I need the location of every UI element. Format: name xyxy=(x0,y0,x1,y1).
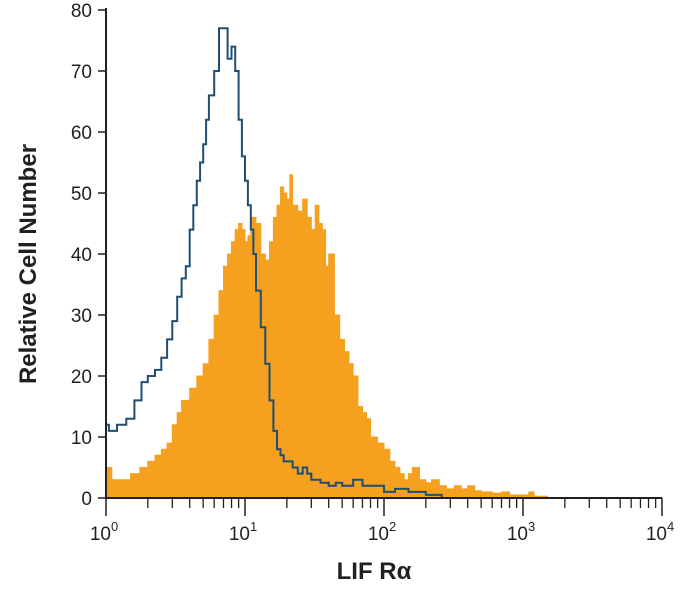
y-axis-title: Relative Cell Number xyxy=(15,144,42,384)
y-tick-label: 70 xyxy=(71,62,92,83)
series-filled-histogram xyxy=(105,174,548,499)
y-tick-label: 40 xyxy=(71,245,92,266)
y-tick-label: 30 xyxy=(71,306,92,327)
x-tick-label: 103 xyxy=(507,519,535,545)
x-tick-label: 104 xyxy=(646,519,674,545)
x-tick-label: 101 xyxy=(229,519,257,545)
y-tick-label: 50 xyxy=(71,184,92,205)
x-tick-label: 102 xyxy=(368,519,396,545)
y-tick-label: 20 xyxy=(71,367,92,388)
y-tick-label: 10 xyxy=(71,428,92,449)
series-outline-histogram xyxy=(105,27,443,498)
x-tick-label: 100 xyxy=(90,519,118,545)
y-tick-label: 0 xyxy=(81,489,92,510)
x-axis-title: LIF Rα xyxy=(337,558,412,585)
y-tick-label: 60 xyxy=(71,123,92,144)
y-tick-label: 80 xyxy=(71,1,92,22)
